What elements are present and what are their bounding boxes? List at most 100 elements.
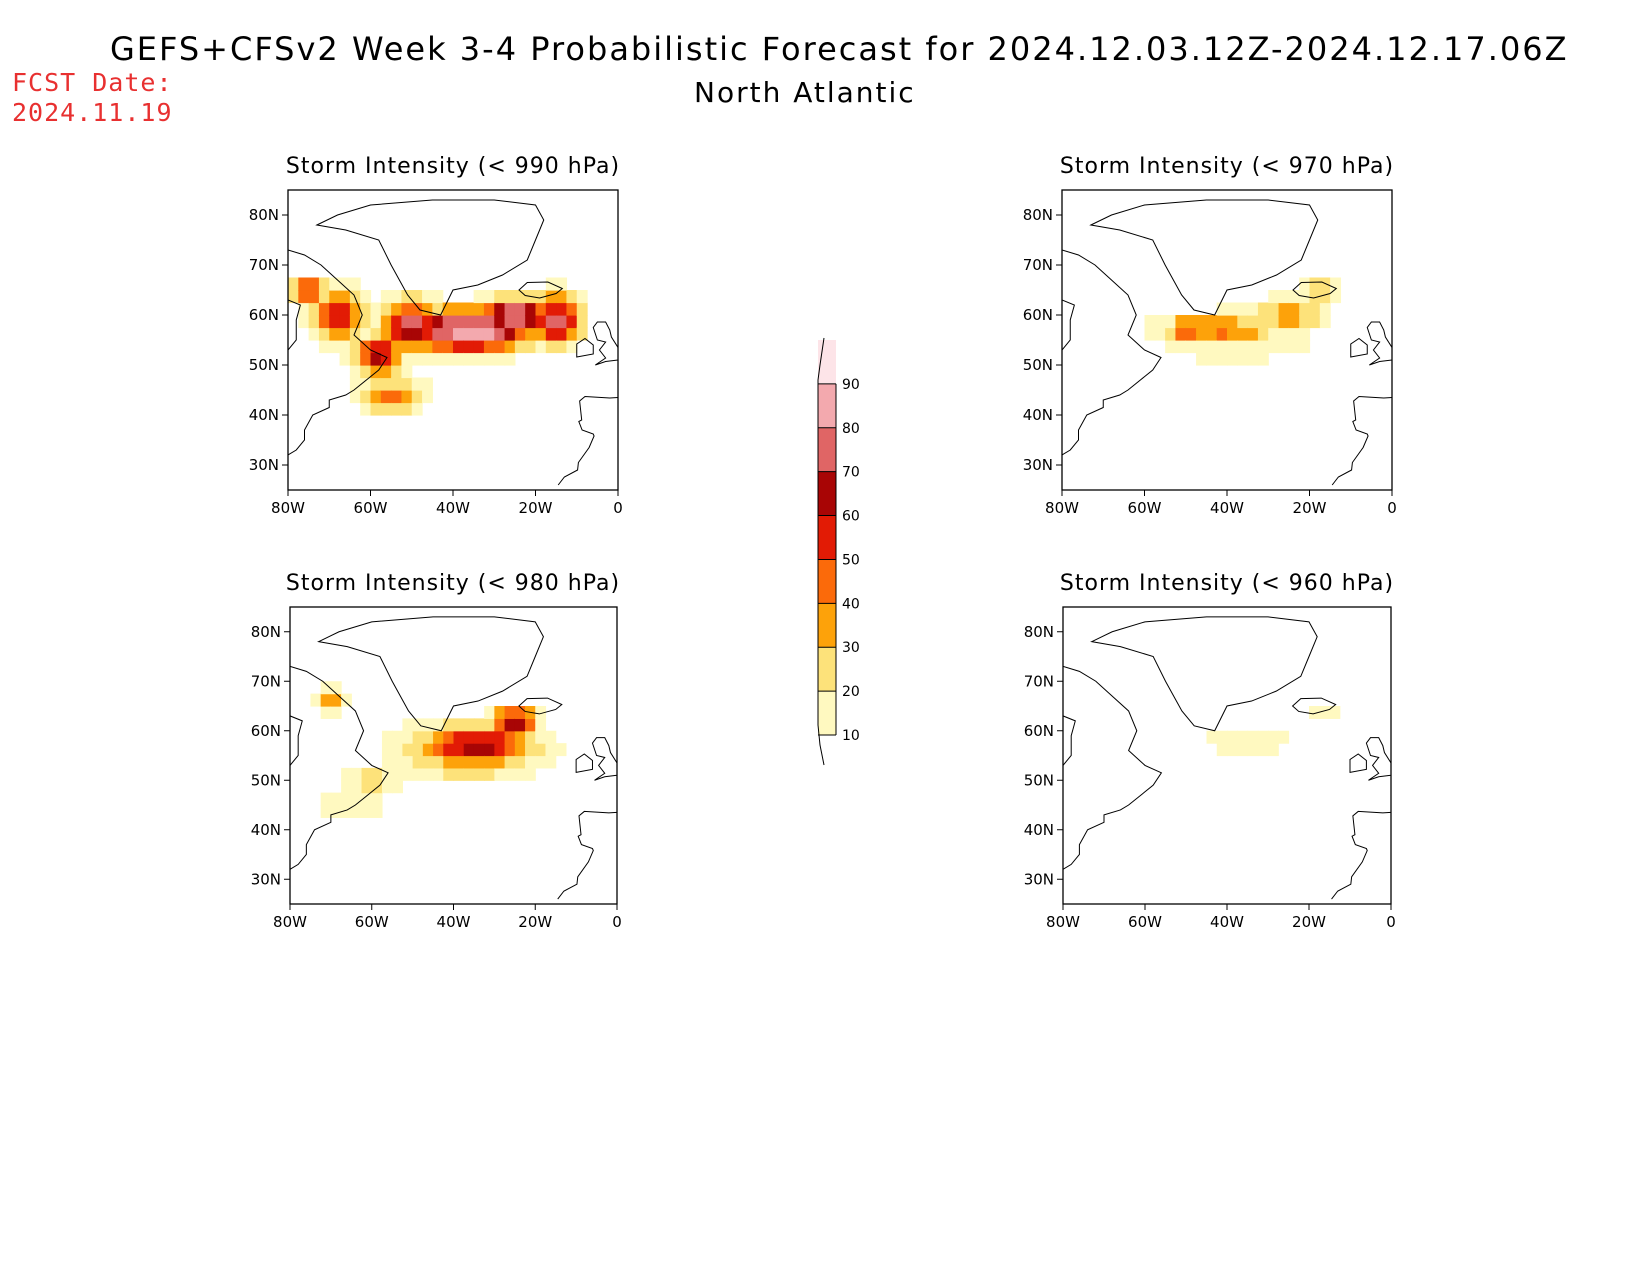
probability-cell <box>392 755 404 769</box>
probability-cell <box>370 377 382 391</box>
coastline-line <box>290 715 303 766</box>
colorbar-edge <box>817 337 825 766</box>
probability-cell <box>329 327 341 341</box>
probability-cell <box>380 327 392 341</box>
probability-cell <box>381 780 393 794</box>
probability-cell <box>361 780 373 794</box>
probability-cell <box>298 290 310 304</box>
probability-cell <box>494 302 506 316</box>
probability-cell <box>494 352 506 366</box>
probability-cell <box>402 730 414 744</box>
probability-cell <box>525 755 536 769</box>
probability-cell <box>329 340 341 354</box>
probability-cell <box>514 755 526 769</box>
probability-cell <box>504 755 516 769</box>
probability-cell <box>1227 340 1238 354</box>
probability-cell <box>412 730 424 744</box>
probability-cell <box>525 743 536 757</box>
probability-cell <box>370 402 382 416</box>
probability-cell <box>391 340 403 354</box>
coastline-shape <box>575 753 593 773</box>
colorbar-segment <box>818 647 836 692</box>
probability-cell <box>473 315 485 329</box>
coastline-line <box>557 395 618 486</box>
probability-cell <box>566 302 578 316</box>
probability-cell <box>1288 302 1300 316</box>
probability-cell <box>514 340 526 354</box>
probability-cell <box>1319 315 1331 329</box>
coastline-line <box>1331 810 1391 900</box>
probability-cell <box>392 743 404 757</box>
coastline-shape <box>518 281 564 299</box>
probability-cell <box>566 290 578 304</box>
lon-label: 40W <box>437 913 471 931</box>
probability-cell <box>318 302 330 316</box>
probability-cell <box>401 340 413 354</box>
probability-cell <box>494 340 506 354</box>
probability-cell <box>339 352 351 366</box>
probability-cell <box>371 767 383 781</box>
probability-cell <box>556 277 568 291</box>
probability-cell <box>330 792 342 806</box>
probability-cell <box>566 327 578 341</box>
probability-cell <box>1247 743 1259 757</box>
probability-cell <box>1247 352 1259 366</box>
probability-cell <box>1216 315 1228 329</box>
probability-cell <box>360 290 372 304</box>
probability-cell <box>341 792 352 806</box>
probability-cell <box>1196 315 1207 329</box>
probability-cell <box>484 718 495 732</box>
lon-label: 0 <box>1386 913 1396 931</box>
coastline-line <box>1062 299 1075 351</box>
probability-cell <box>349 277 361 291</box>
probability-cell <box>442 340 454 354</box>
probability-cell <box>483 290 495 304</box>
probability-cell <box>401 352 413 366</box>
probability-cell <box>1175 315 1187 329</box>
probability-cell <box>422 290 433 304</box>
probability-cell <box>494 767 506 781</box>
probability-cell <box>329 302 341 316</box>
probability-cell <box>371 805 383 818</box>
probability-cell <box>483 340 495 354</box>
probability-cell <box>1144 315 1156 329</box>
probability-cell <box>1237 352 1249 366</box>
probability-cell <box>401 402 413 416</box>
lon-label: 20W <box>1293 499 1327 517</box>
lat-label: 70N <box>251 672 281 690</box>
probability-cell <box>545 340 557 354</box>
probability-cell <box>1309 315 1321 329</box>
colorbar-segment <box>818 603 836 648</box>
lon-label: 40W <box>1210 499 1244 517</box>
probability-cell <box>453 352 464 366</box>
coastline-shape <box>591 737 617 781</box>
probability-cell <box>556 327 568 341</box>
probability-cell <box>349 327 361 341</box>
probability-cell <box>370 352 382 366</box>
probability-cell <box>318 277 330 291</box>
probability-cell <box>433 743 444 757</box>
probability-cell <box>360 315 372 329</box>
lat-label: 80N <box>1023 206 1053 224</box>
probability-cell <box>422 390 433 404</box>
probability-cell <box>422 302 433 316</box>
probability-cell <box>381 755 393 769</box>
probability-cell <box>318 340 330 354</box>
lon-label: 80W <box>1045 499 1079 517</box>
map-panel: Storm Intensity (< 970 hPa) 30N 40N 50N 60N 7… <box>1023 154 1397 517</box>
lat-label: 60N <box>249 306 279 324</box>
probability-cell <box>320 792 332 806</box>
coastline-shape <box>316 616 544 732</box>
probability-cell <box>411 340 423 354</box>
probability-cell <box>422 315 433 329</box>
probability-cell <box>463 340 475 354</box>
probability-cell <box>341 805 352 818</box>
probability-cell <box>556 340 568 354</box>
probability-cell <box>401 302 413 316</box>
lat-label: 80N <box>249 206 279 224</box>
coastline-line <box>557 810 617 900</box>
main-title: GEFS+CFSv2 Week 3-4 Probabilistic Foreca… <box>110 30 1569 68</box>
probability-cell <box>535 290 547 304</box>
probability-cell <box>535 730 547 744</box>
probability-cell <box>1299 277 1311 291</box>
